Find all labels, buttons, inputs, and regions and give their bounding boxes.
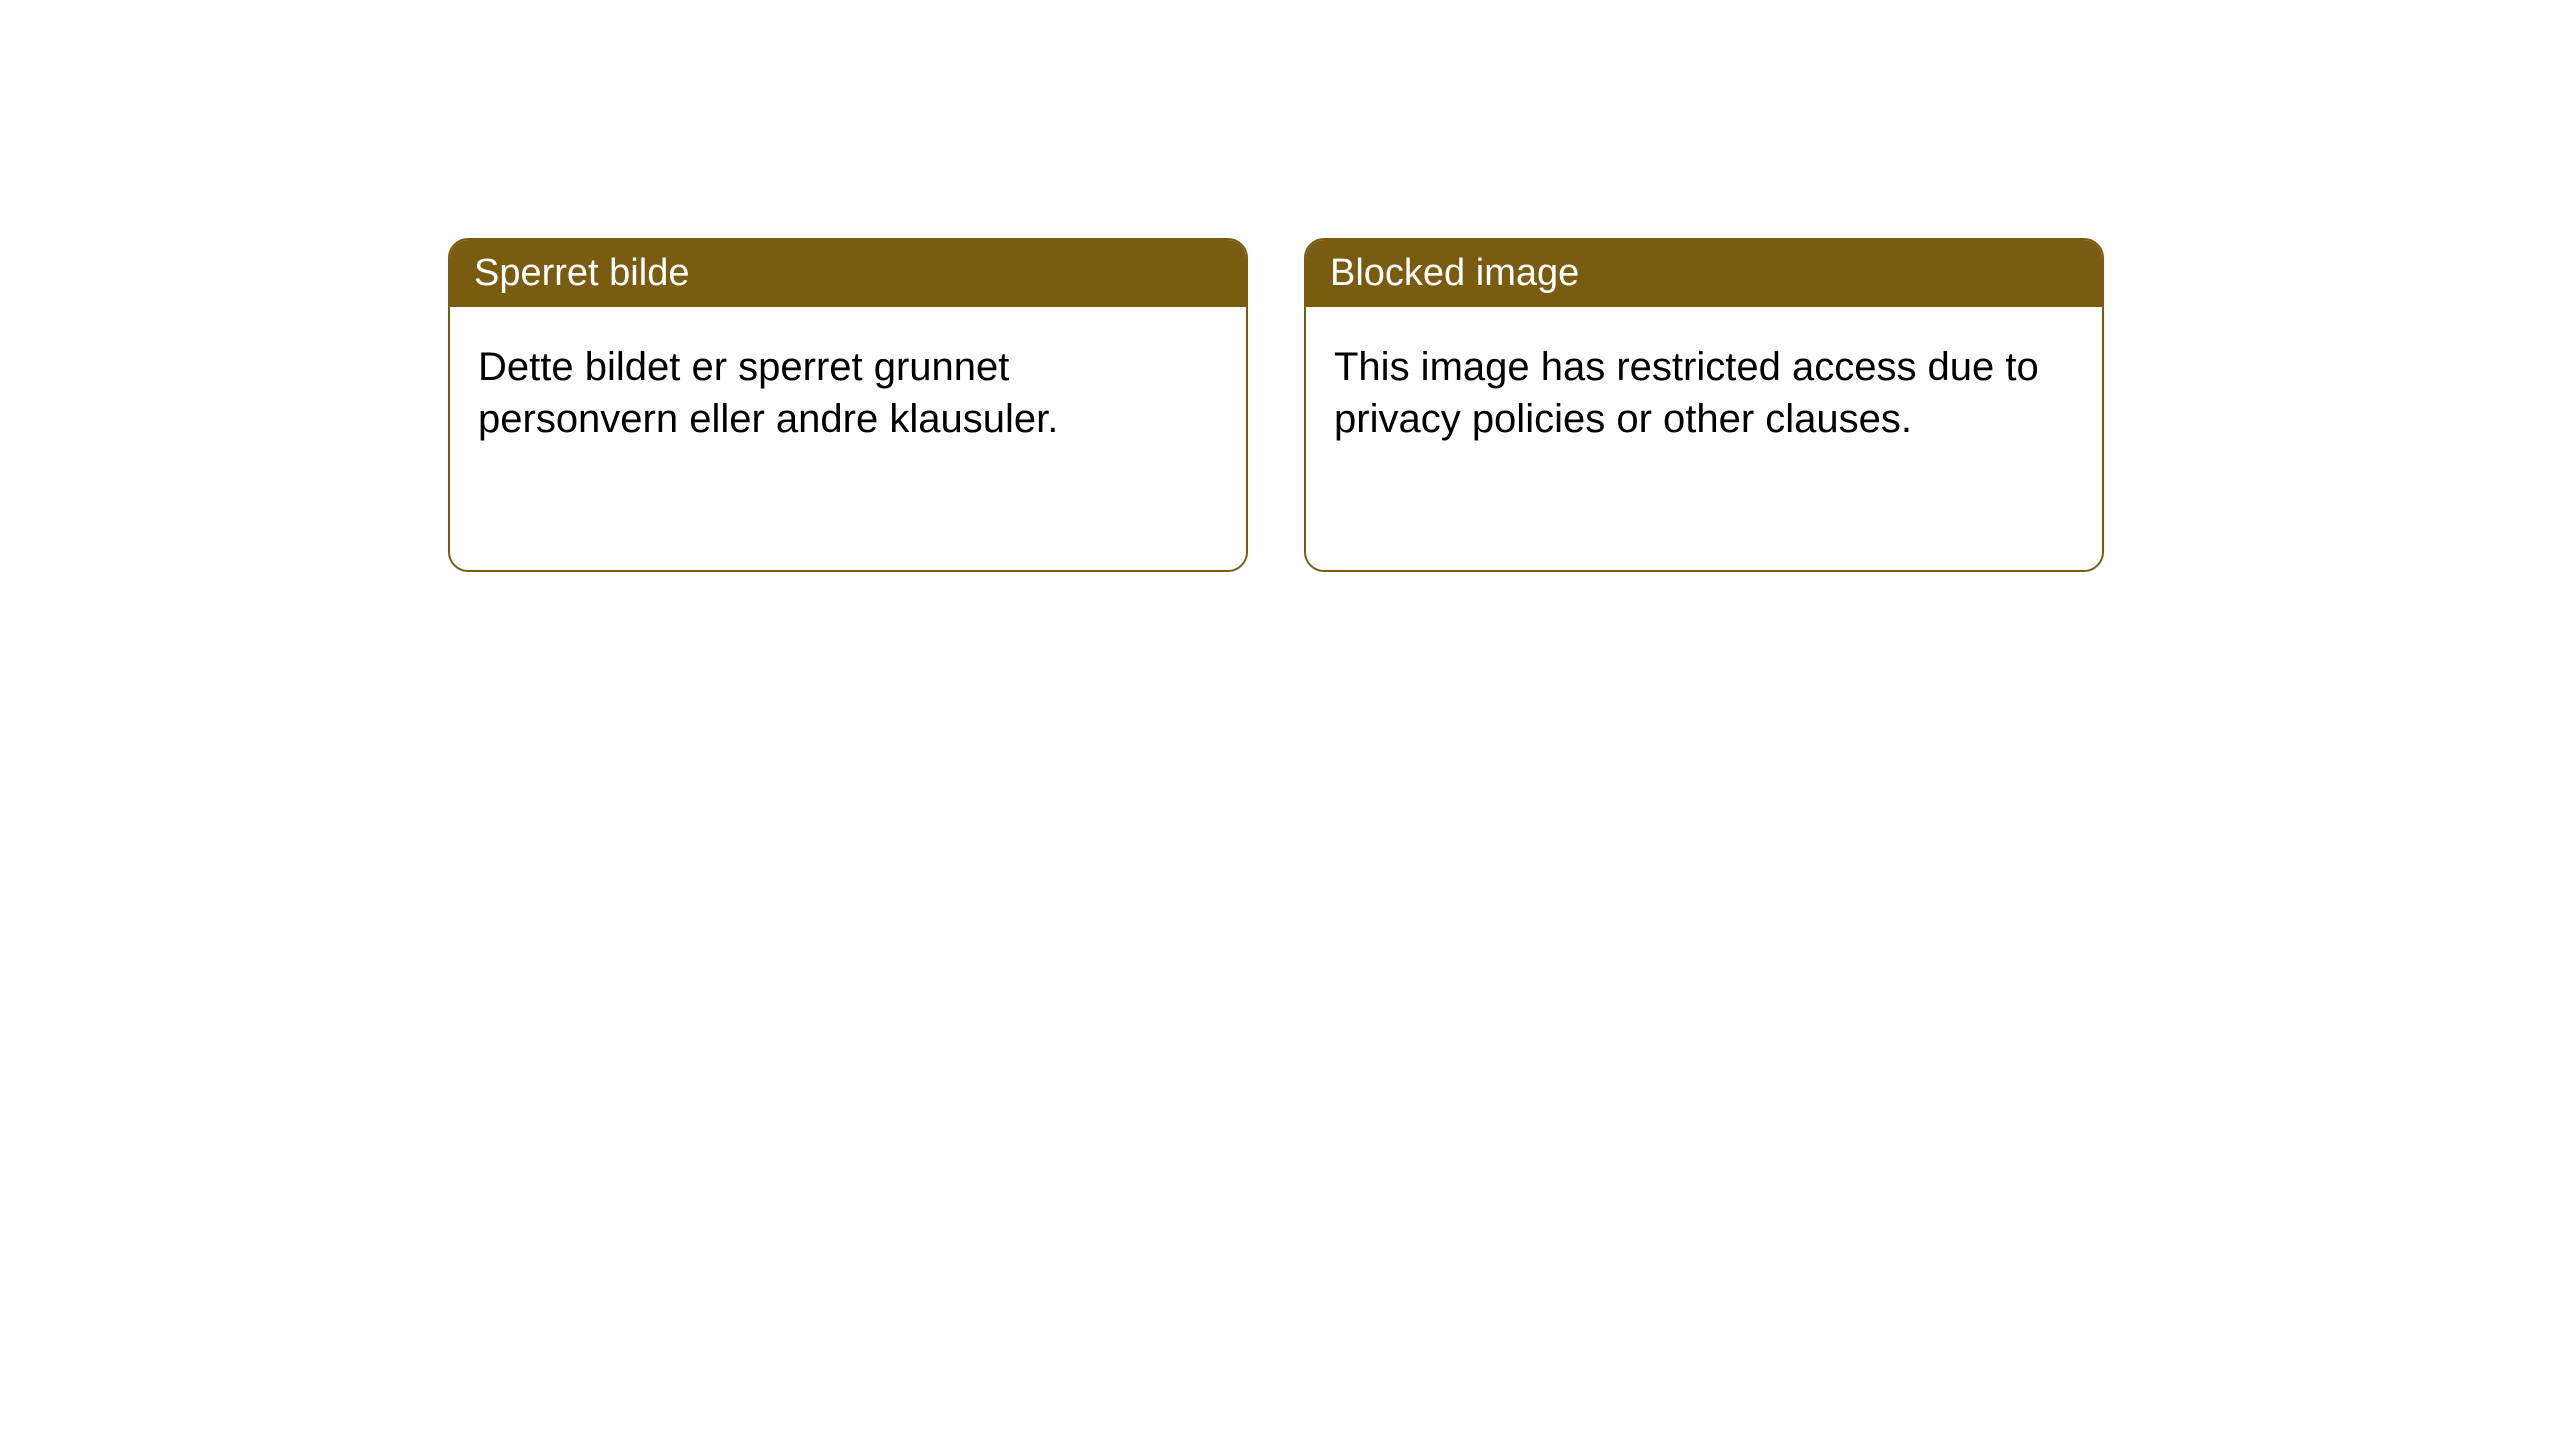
card-title: Sperret bilde [474, 252, 689, 294]
notice-card-norwegian: Sperret bilde Dette bildet er sperret gr… [448, 238, 1248, 572]
card-body-text: This image has restricted access due to … [1334, 345, 2039, 441]
card-body: Dette bildet er sperret grunnet personve… [450, 307, 1246, 479]
notice-card-english: Blocked image This image has restricted … [1304, 238, 2104, 572]
card-body: This image has restricted access due to … [1306, 307, 2102, 479]
card-title: Blocked image [1330, 252, 1579, 294]
card-header: Blocked image [1306, 240, 2102, 307]
card-header: Sperret bilde [450, 240, 1246, 307]
notice-cards-container: Sperret bilde Dette bildet er sperret gr… [0, 0, 2560, 572]
card-body-text: Dette bildet er sperret grunnet personve… [478, 345, 1058, 441]
